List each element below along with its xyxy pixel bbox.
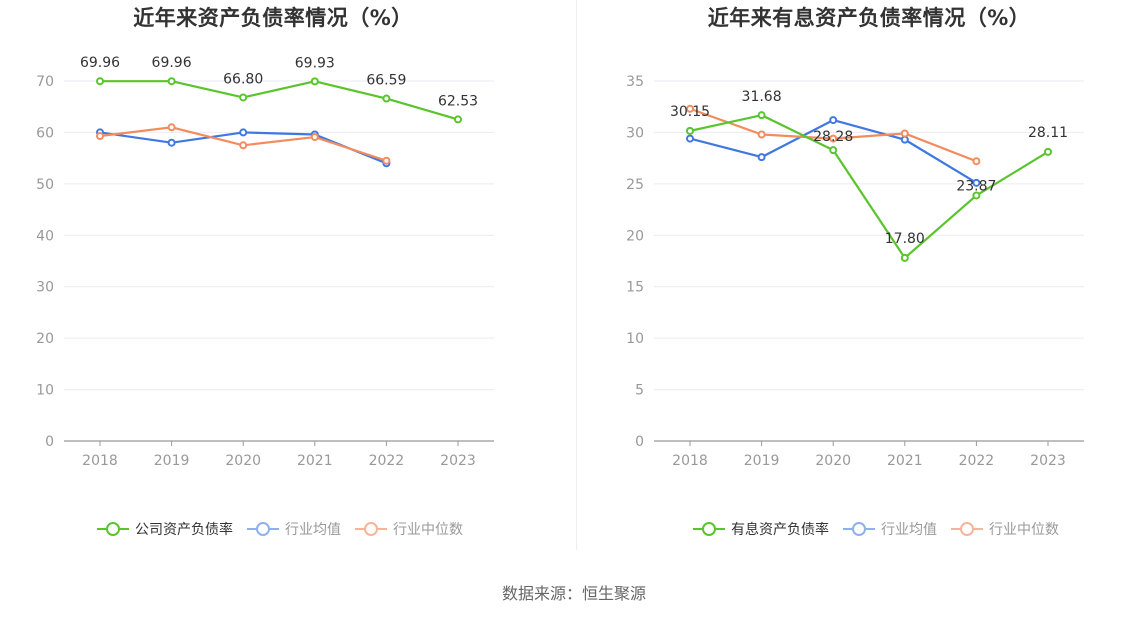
data-point xyxy=(310,77,319,86)
legend-swatch xyxy=(97,521,129,537)
chart-legend: 公司资产负债率 行业均值 行业中位数 xyxy=(0,519,560,539)
data-point xyxy=(167,138,176,147)
data-label: 31.68 xyxy=(742,89,782,105)
y-tick-label: 60 xyxy=(36,125,54,141)
data-point xyxy=(900,135,909,144)
data-point xyxy=(454,115,462,124)
x-tick-label: 2021 xyxy=(887,453,923,469)
x-tick-label: 2023 xyxy=(440,453,476,469)
legend-item-company[interactable]: 公司资产负债率 xyxy=(97,519,233,539)
data-point xyxy=(757,111,766,120)
x-tick-label: 2020 xyxy=(815,453,851,469)
data-point xyxy=(239,128,248,137)
data-label: 66.59 xyxy=(366,73,406,89)
chart-legend: 有息资产负债率 行业均值 行业中位数 xyxy=(596,519,1148,539)
legend-swatch xyxy=(951,521,983,537)
data-point xyxy=(167,123,176,132)
y-tick-label: 15 xyxy=(626,280,644,296)
asset-liability-chart: 近年来资产负债率情况（%） 0 10 20 30 40 50 60 70 2018 2019 202… xyxy=(0,0,574,560)
y-tick-label: 25 xyxy=(626,177,644,193)
x-tick-label: 2020 xyxy=(225,453,261,469)
x-tick-label: 2021 xyxy=(297,453,333,469)
x-tick-label: 2022 xyxy=(369,453,405,469)
data-point xyxy=(829,146,838,155)
x-tick-label: 2022 xyxy=(959,453,995,469)
chart-title: 近年来有息资产负债率情况（%） xyxy=(707,6,1031,30)
data-point xyxy=(382,94,391,103)
data-point xyxy=(829,134,838,143)
y-tick-label: 40 xyxy=(36,228,54,244)
data-point xyxy=(686,126,694,135)
panel-divider xyxy=(576,0,577,550)
chart-plot: 0 5 10 15 20 25 30 35 2018 2019 2020 2021 2022 2023 30… xyxy=(626,74,1084,469)
legend-swatch xyxy=(693,521,725,537)
series-line xyxy=(689,114,1049,260)
data-point xyxy=(686,134,694,143)
y-tick-label: 35 xyxy=(626,74,644,90)
data-point xyxy=(972,191,981,200)
x-tick-label: 2019 xyxy=(744,453,780,469)
chart-plot: 0 10 20 30 40 50 60 70 2018 2019 2020 2021 2022 2023 6… xyxy=(36,55,494,469)
data-label: 30.15 xyxy=(670,104,710,120)
y-tick-label: 5 xyxy=(635,383,644,399)
legend-item-company[interactable]: 有息资产负债率 xyxy=(693,519,829,539)
data-point xyxy=(310,133,319,142)
data-label: 66.80 xyxy=(223,71,263,87)
data-point xyxy=(829,116,838,125)
y-tick-label: 50 xyxy=(36,177,54,193)
y-tick-label: 70 xyxy=(36,74,54,90)
y-tick-label: 10 xyxy=(626,331,644,347)
data-point xyxy=(900,253,909,262)
chart-title: 近年来资产负债率情况（%） xyxy=(133,6,413,30)
data-point xyxy=(96,132,104,141)
data-point xyxy=(757,130,766,139)
data-point xyxy=(757,153,766,162)
x-tick-label: 2018 xyxy=(672,453,708,469)
legend-label: 公司资产负债率 xyxy=(135,522,233,538)
legend-swatch xyxy=(247,521,279,537)
y-tick-label: 10 xyxy=(36,383,54,399)
data-label: 69.96 xyxy=(152,55,192,71)
y-tick-label: 30 xyxy=(626,125,644,141)
x-tick-label: 2023 xyxy=(1030,453,1066,469)
y-tick-label: 0 xyxy=(45,434,54,450)
legend-label: 有息资产负债率 xyxy=(731,522,829,538)
data-point xyxy=(1044,147,1052,156)
legend-item-median[interactable]: 行业中位数 xyxy=(951,519,1059,539)
data-point xyxy=(167,77,176,86)
x-tick-label: 2018 xyxy=(82,453,118,469)
legend-swatch xyxy=(355,521,387,537)
legend-item-mean[interactable]: 行业均值 xyxy=(247,519,341,539)
data-source: 数据来源：恒生聚源 xyxy=(501,584,646,603)
legend-label: 行业中位数 xyxy=(989,522,1059,538)
series-line xyxy=(100,80,459,121)
legend-label: 行业均值 xyxy=(881,522,937,538)
data-point xyxy=(382,156,391,165)
data-point xyxy=(972,157,981,166)
data-label: 28.28 xyxy=(813,129,853,145)
data-label: 69.93 xyxy=(295,55,335,71)
legend-label: 行业中位数 xyxy=(393,522,463,538)
data-label: 17.80 xyxy=(885,231,925,247)
data-point xyxy=(239,141,248,150)
interest-bearing-liability-chart: 近年来有息资产负债率情况（%） 0 5 10 15 20 25 30 35 2018 2019 20… xyxy=(574,0,1148,560)
data-label: 28.11 xyxy=(1028,125,1068,141)
data-label: 69.96 xyxy=(80,55,120,71)
legend-item-mean[interactable]: 行业均值 xyxy=(843,519,937,539)
data-label: 62.53 xyxy=(438,93,478,109)
data-point xyxy=(972,178,981,187)
data-point xyxy=(900,129,909,138)
y-tick-label: 30 xyxy=(36,280,54,296)
y-tick-label: 0 xyxy=(635,434,644,450)
data-point xyxy=(686,104,694,113)
legend-swatch xyxy=(843,521,875,537)
legend-item-median[interactable]: 行业中位数 xyxy=(355,519,463,539)
legend-label: 行业均值 xyxy=(285,522,341,538)
y-tick-label: 20 xyxy=(36,331,54,347)
data-label: 23.87 xyxy=(956,178,996,194)
x-tick-label: 2019 xyxy=(154,453,190,469)
data-point xyxy=(96,77,104,86)
data-point xyxy=(239,93,248,102)
y-tick-label: 20 xyxy=(626,228,644,244)
